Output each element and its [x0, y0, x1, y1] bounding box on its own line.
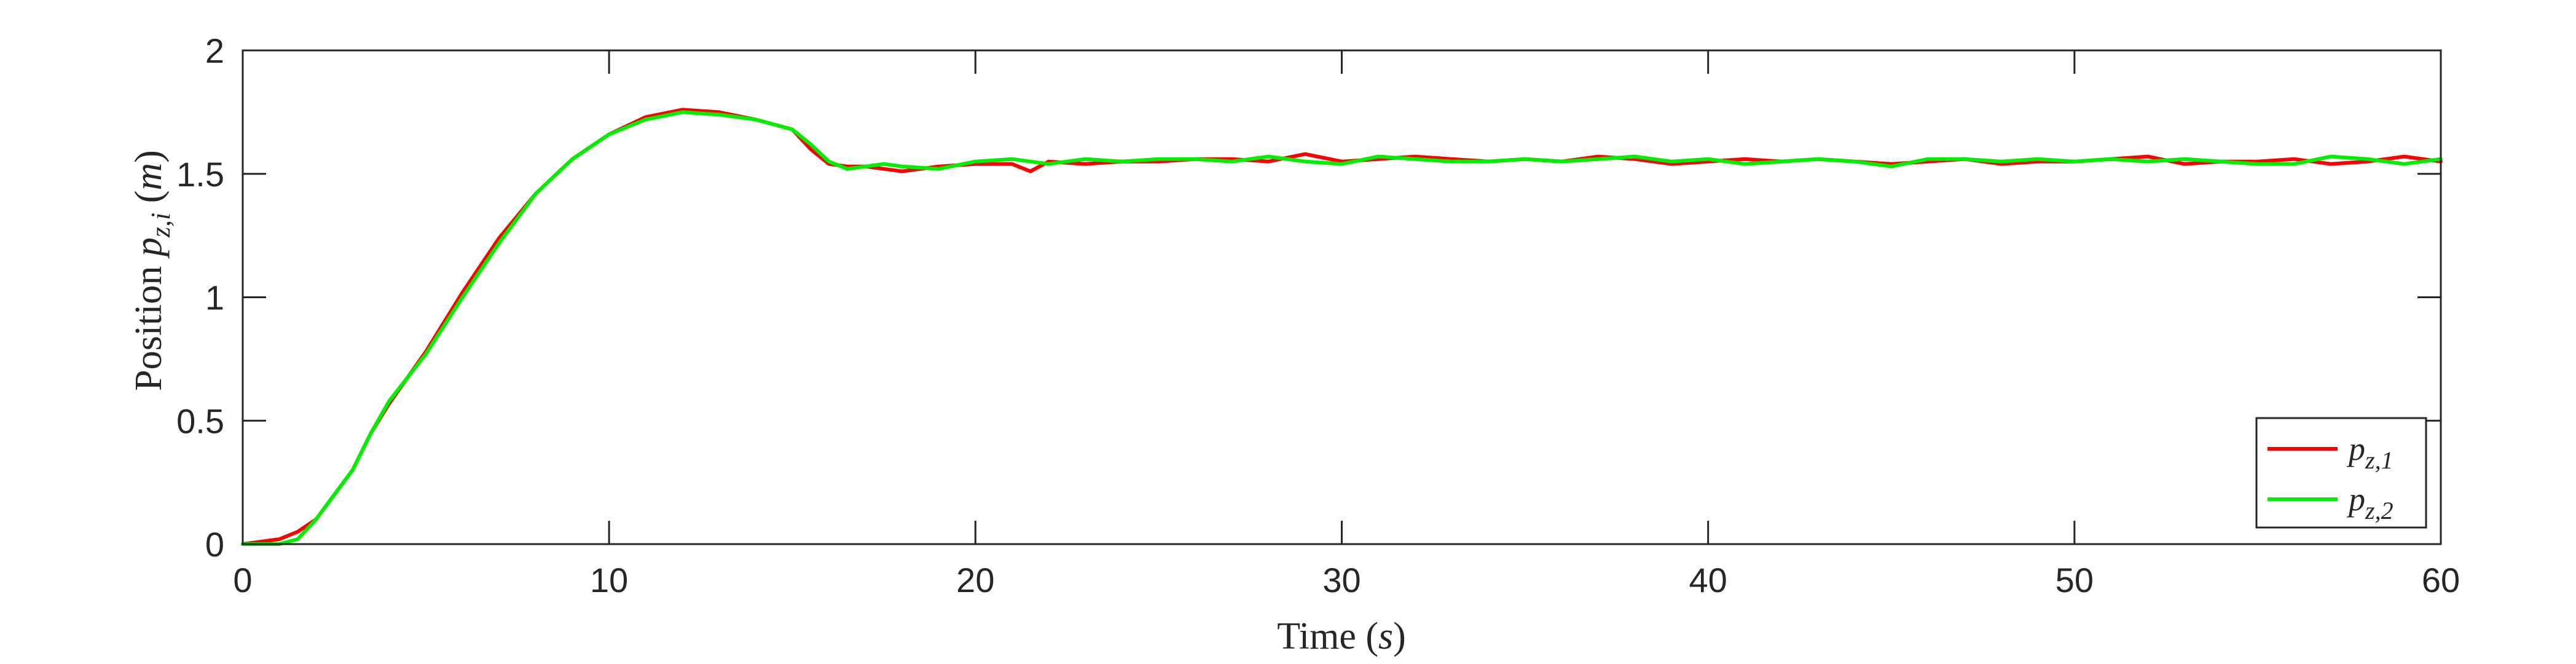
x-tick-label: 60 — [2422, 561, 2460, 599]
x-tick-label: 10 — [590, 561, 628, 599]
x-axis-label-text: Time ( — [1277, 615, 1378, 657]
y-tick-label: 1.5 — [176, 155, 224, 194]
x-tick-label: 30 — [1322, 561, 1361, 599]
legend-box — [2255, 417, 2427, 529]
y-tick-label: 0.5 — [176, 401, 224, 440]
y-axis-label-subscript: z,i — [146, 213, 176, 238]
x-tick-label: 50 — [2056, 561, 2094, 599]
x-axis-label-unit: s — [1378, 615, 1393, 657]
legend-label-1: pz,1 — [2346, 430, 2393, 474]
y-tick-label: 0 — [205, 525, 224, 564]
legend-label-2: pz,2 — [2346, 481, 2393, 524]
series-layer — [241, 108, 2443, 546]
plot-background — [243, 50, 2441, 544]
y-axis-label-unit-open: ( — [128, 191, 170, 213]
y-axis-label: Position pz,i (m) — [128, 150, 176, 391]
y-axis-label-unit-close: ) — [128, 150, 170, 163]
x-tick-label: 40 — [1689, 561, 1727, 599]
y-axis-label-text: Position — [128, 256, 170, 391]
series-line-2 — [241, 110, 2443, 546]
y-axis-label-symbol: p — [128, 237, 170, 259]
y-tick-label: 2 — [205, 31, 224, 70]
x-tick-label: 0 — [233, 561, 252, 599]
y-axis-label-unit: m — [128, 163, 170, 191]
legend: pz,1 pz,2 — [2255, 417, 2427, 529]
plot-area — [243, 50, 2441, 544]
ticks-layer: 0 10 20 30 40 50 60 0 0.5 1 1.5 2 — [176, 31, 2460, 599]
x-axis-label-close: ) — [1393, 615, 1406, 657]
x-tick-label: 20 — [956, 561, 994, 599]
x-axis-label: Time (s) — [1277, 615, 1406, 657]
y-tick-label: 1 — [205, 279, 224, 317]
